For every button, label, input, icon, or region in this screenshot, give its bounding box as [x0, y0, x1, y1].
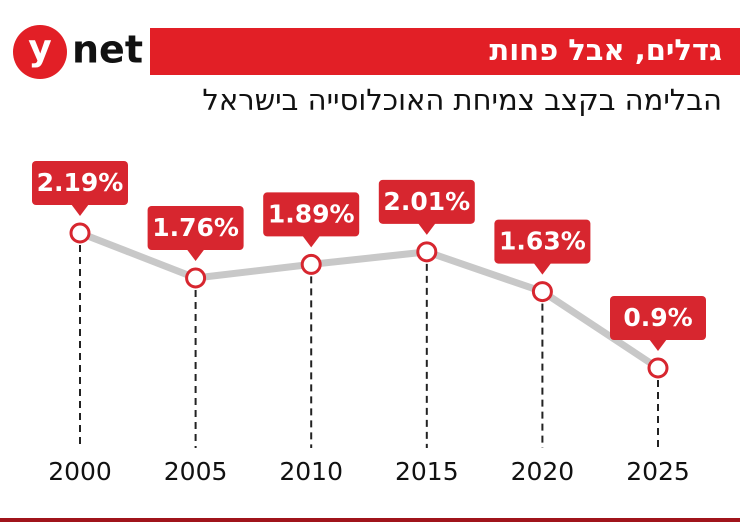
logo-y: y — [28, 28, 51, 69]
logo-net: net — [72, 28, 143, 72]
label-box — [263, 192, 360, 237]
label-box — [610, 296, 706, 340]
bottom-rule — [0, 518, 740, 522]
label-box — [494, 219, 591, 264]
point — [531, 281, 553, 303]
label-pointer — [186, 249, 205, 261]
point — [69, 222, 91, 244]
point — [185, 267, 207, 289]
label-box — [378, 179, 475, 224]
x-tick-label: 2010 — [279, 457, 343, 486]
value-label: 1.89% — [268, 199, 355, 228]
label-pointer — [302, 235, 321, 248]
logo-circle — [13, 25, 67, 79]
chart-title: גדלים, אבל פחות — [489, 33, 722, 67]
x-tick-label: 2000 — [48, 457, 112, 486]
x-tick-label: 2020 — [511, 457, 575, 486]
label-pointer — [417, 222, 436, 235]
value-label: 1.76% — [152, 213, 239, 242]
x-tick-label: 2005 — [164, 457, 228, 486]
point — [300, 253, 322, 275]
x-tick-label: 2025 — [626, 457, 690, 486]
label-box — [32, 161, 128, 205]
value-label: 2.01% — [383, 187, 470, 216]
value-label: 1.63% — [499, 227, 586, 256]
label-pointer — [649, 339, 667, 351]
series-line — [78, 229, 660, 371]
value-label: 2.19% — [37, 168, 124, 197]
label-box — [147, 206, 244, 250]
chart-subtitle: הבלימה בקצב צמיחת האוכלוסייה בישראל — [202, 83, 722, 117]
value-label: 0.9% — [623, 303, 692, 332]
point — [416, 241, 438, 263]
point — [647, 357, 669, 379]
label-pointer — [71, 204, 89, 216]
title-bar — [150, 28, 740, 75]
x-tick-label: 2015 — [395, 457, 459, 486]
label-pointer — [533, 262, 552, 275]
